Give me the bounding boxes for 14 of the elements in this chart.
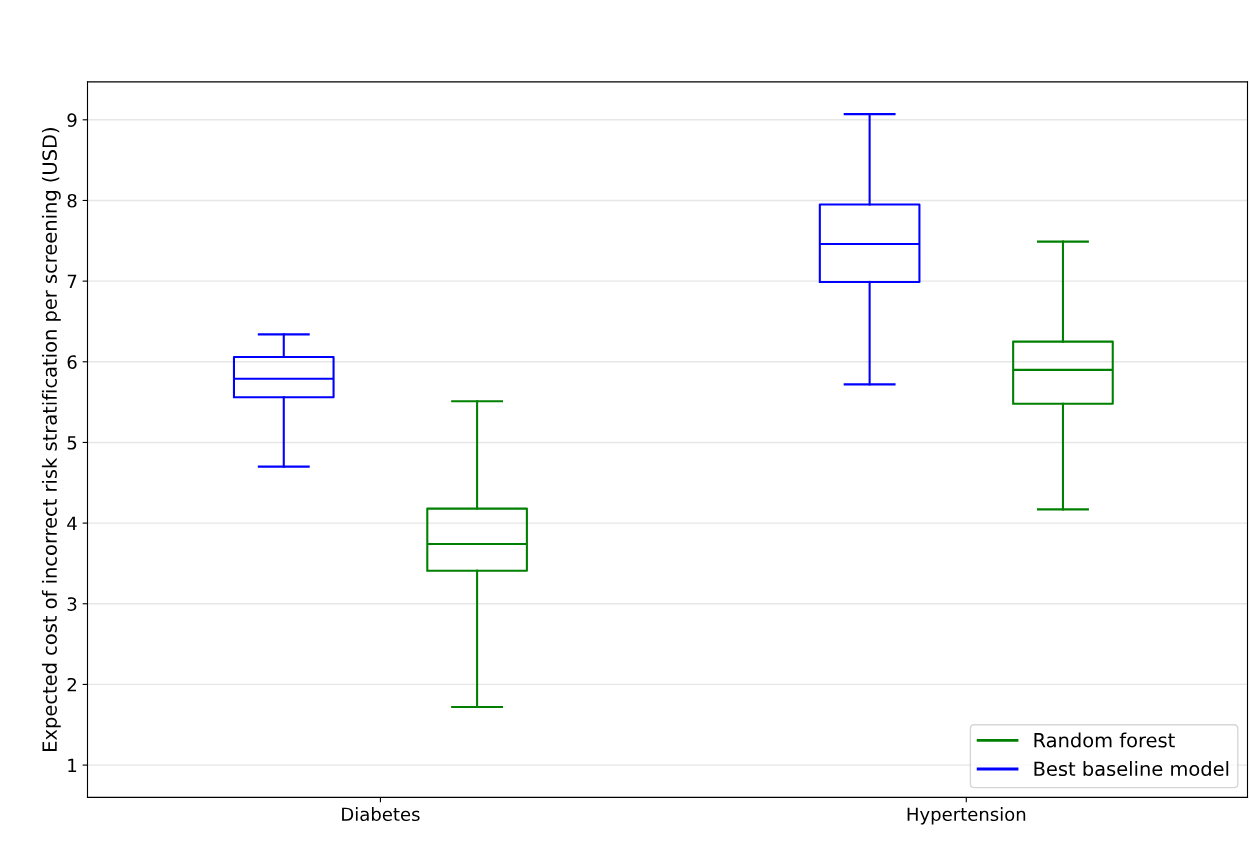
- y-tick-label: 9: [67, 113, 77, 127]
- x-tick-label: Hypertension: [907, 807, 1026, 825]
- y-axis-title: Expected cost of incorrect risk stratification per screening (USD): [41, 128, 61, 751]
- y-tick-label: 2: [67, 677, 76, 692]
- legend-label: Best baseline model: [1034, 761, 1229, 777]
- legend-label: Random forest: [1034, 732, 1175, 748]
- y-tick-label: 1: [68, 758, 77, 772]
- y-tick-label: 3: [67, 597, 77, 611]
- y-tick-label: 4: [67, 516, 77, 530]
- y-tick-label: 6: [67, 355, 77, 369]
- y-tick-label: 5: [67, 436, 77, 450]
- y-tick-label: 8: [67, 193, 77, 208]
- y-tick-label: 7: [67, 274, 77, 288]
- x-tick-label: Diabetes: [342, 807, 420, 822]
